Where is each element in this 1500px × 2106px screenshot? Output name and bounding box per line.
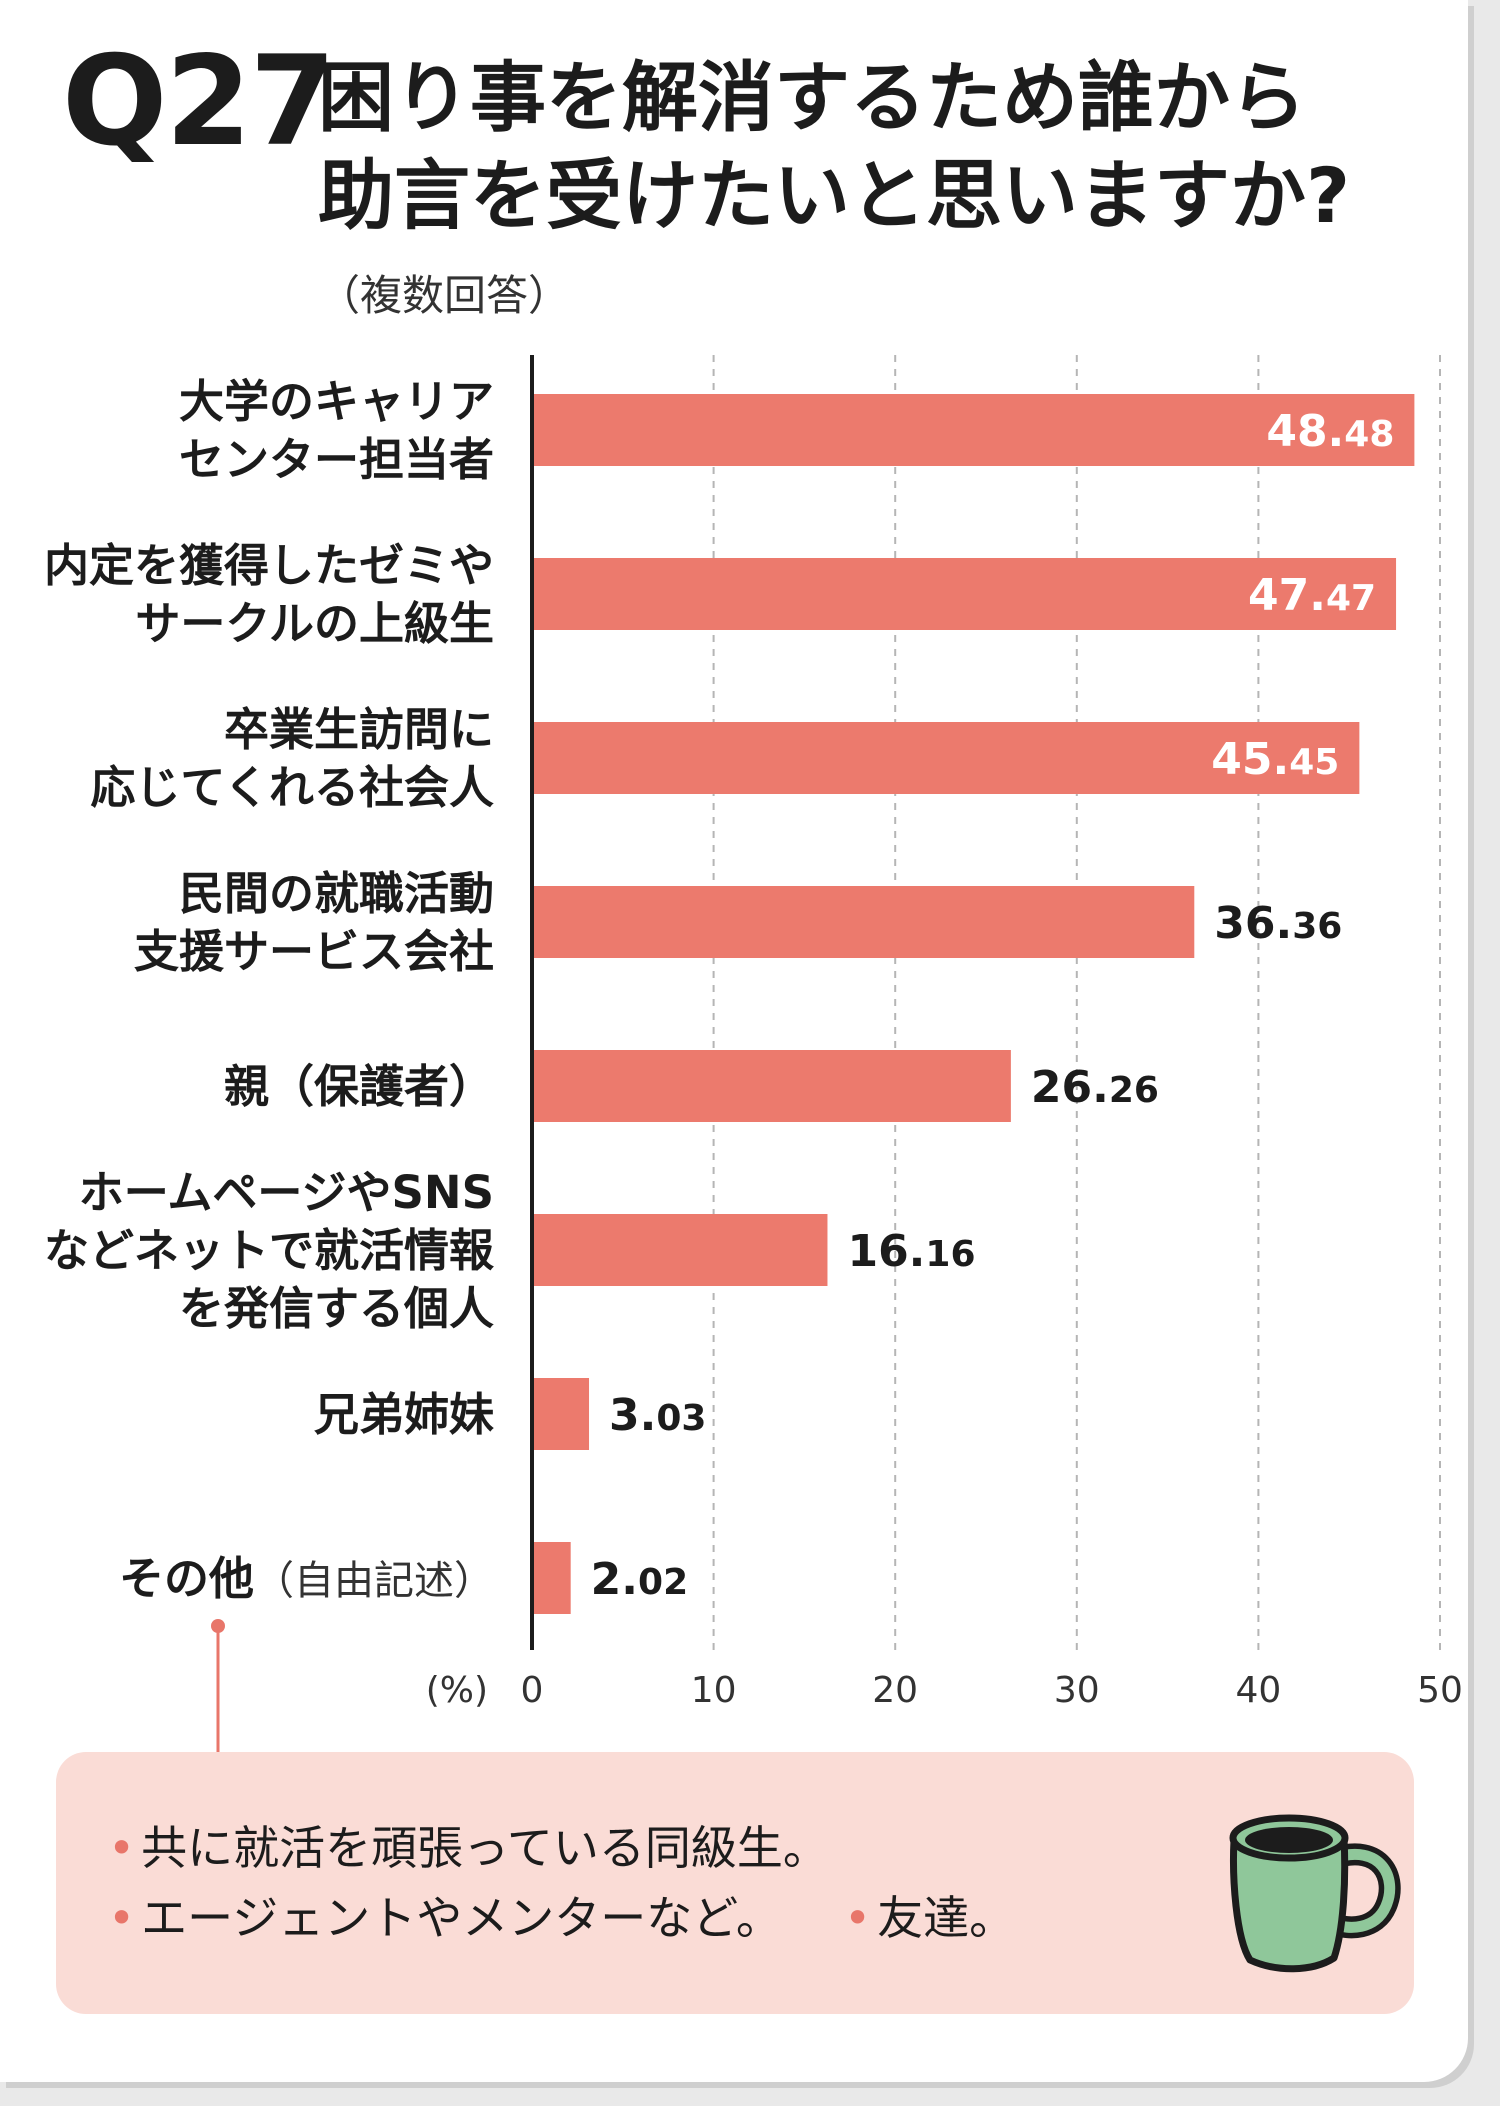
title-line-2: 助言を受けたいと思いますか? [318,151,1351,240]
bar [534,722,1360,794]
category-label: 卒業生訪問に [224,703,494,756]
bar [534,886,1195,958]
bullet-dot: • [108,1891,136,1945]
value-label: 47.47 [1248,570,1376,621]
x-tick-label: 10 [691,1670,737,1711]
note-item-2: • エージェントやメンターなど。 [108,1882,782,1948]
category-label: 民間の就職活動 [179,867,494,920]
bar [534,558,1397,630]
x-tick-label: 0 [521,1670,544,1711]
x-tick-label: 50 [1417,1670,1463,1711]
bullet-dot: • [108,1821,136,1875]
bar [534,1214,828,1286]
category-label: 支援サービス会社 [134,925,494,978]
category-label: 大学のキャリア [179,375,494,428]
chart-card: Q27 困り事を解消するため誰から 助言を受けたいと思いますか? （複数回答） … [0,0,1468,2082]
x-tick-label: 20 [872,1670,918,1711]
category-label: サークルの上級生 [135,597,494,650]
value-label: 2.02 [591,1554,688,1605]
unit-label: (%) [426,1670,488,1711]
bullet-dot: • [844,1891,872,1945]
value-label: 16.16 [847,1226,975,1277]
value-label: 36.36 [1214,898,1342,949]
value-label: 26.26 [1031,1062,1159,1113]
category-label: などネットで就活情報 [44,1224,494,1277]
category-label: 兄弟姉妹 [314,1388,494,1441]
coffee-mug-icon [1229,1814,1401,1973]
note-text-3: 友達。 [877,1891,1016,1945]
category-label: その他（自由記述） [119,1552,494,1605]
note-text-1: 共に就活を頑張っている同級生。 [141,1821,829,1875]
question-number: Q27 [62,30,336,174]
x-tick-label: 40 [1235,1670,1281,1711]
bar [534,394,1415,466]
x-tick-label: 30 [1054,1670,1100,1711]
note-item-1: • 共に就活を頑張っている同級生。 [108,1812,829,1878]
category-label: 応じてくれる社会人 [90,761,494,814]
value-label: 48.48 [1266,406,1394,457]
other-answers-box: • 共に就活を頑張っている同級生。 • エージェントやメンターなど。 • 友達。 [56,1752,1414,2014]
value-label: 45.45 [1211,734,1339,785]
bar [534,1378,590,1450]
category-label: 内定を獲得したゼミや [44,539,494,592]
title-line-1: 困り事を解消するため誰から [318,53,1306,142]
subtitle: （複数回答） [318,271,571,320]
note-item-3: • 友達。 [844,1882,1015,1948]
category-label: 親（保護者） [224,1060,494,1113]
value-label: 3.03 [609,1390,706,1441]
category-label: センター担当者 [179,433,494,486]
note-text-2: エージェントやメンターなど。 [141,1891,782,1945]
category-label: を発信する個人 [179,1282,494,1335]
bar [534,1542,571,1614]
category-label: ホームページやSNS [79,1166,494,1219]
bar [534,1050,1011,1122]
